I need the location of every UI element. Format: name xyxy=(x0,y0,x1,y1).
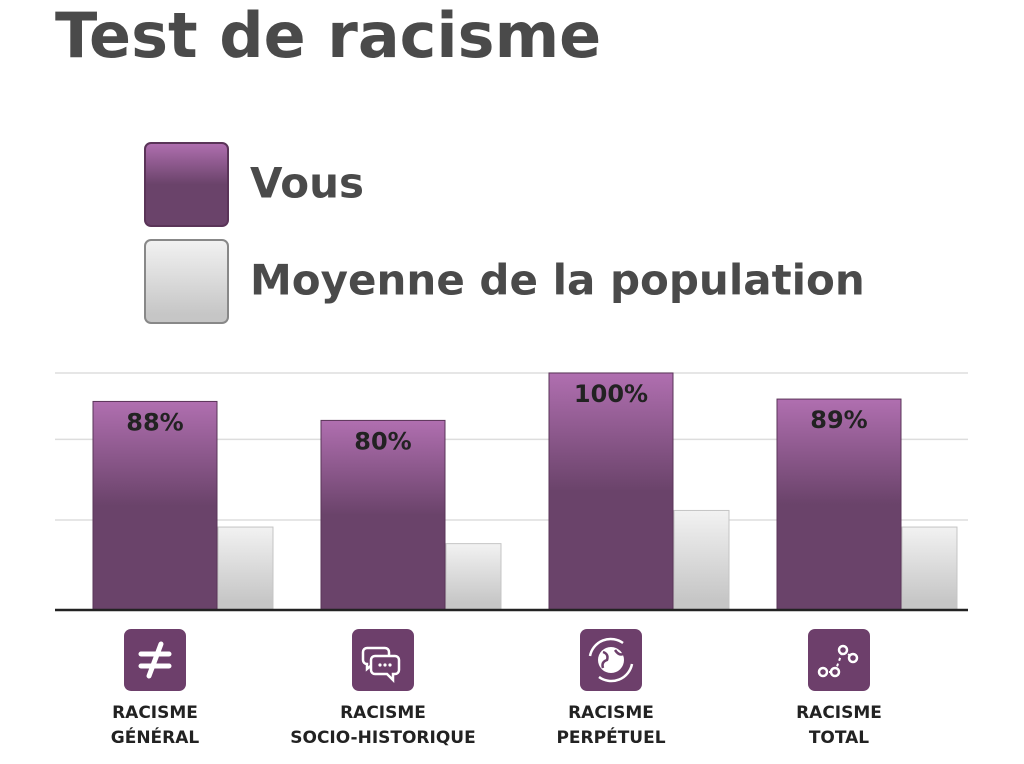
bar xyxy=(217,526,274,611)
legend-label: Moyenne de la population xyxy=(250,256,865,305)
bar xyxy=(673,509,730,611)
bar xyxy=(901,526,958,611)
category-icon xyxy=(352,629,414,691)
bar xyxy=(320,419,446,611)
value-label: 80% xyxy=(354,427,411,455)
x-tick-label: RACISME xyxy=(796,703,882,723)
category-icon xyxy=(580,629,642,691)
category-icon xyxy=(808,629,870,691)
value-label: 100% xyxy=(574,380,648,408)
x-tick-label: TOTAL xyxy=(809,728,869,748)
x-tick-label: SOCIO-HISTORIQUE xyxy=(290,728,475,748)
category-icon xyxy=(124,629,186,691)
legend-swatch xyxy=(144,142,229,227)
bar xyxy=(776,398,902,611)
x-tick-label: GÉNÉRAL xyxy=(111,726,200,748)
legend-label: Vous xyxy=(250,159,364,208)
x-tick-label: RACISME xyxy=(568,703,654,723)
value-label: 88% xyxy=(126,408,183,436)
bar xyxy=(548,372,674,611)
x-tick-label: RACISME xyxy=(112,703,198,723)
legend-swatch xyxy=(144,239,229,324)
bar xyxy=(445,543,502,611)
x-tick-label: RACISME xyxy=(340,703,426,723)
bar xyxy=(92,400,218,611)
x-tick-label: PERPÉTUEL xyxy=(556,726,665,748)
value-label: 89% xyxy=(810,406,867,434)
chart-title: Test de racisme xyxy=(55,0,601,72)
